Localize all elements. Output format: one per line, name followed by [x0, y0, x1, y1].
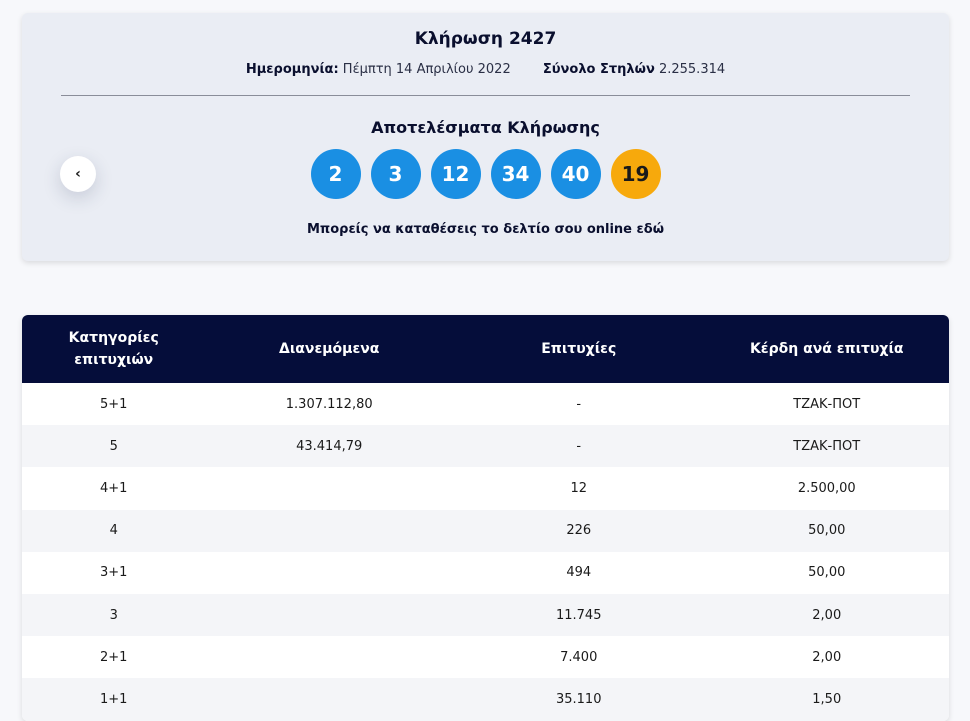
cell-winners: 7.400: [560, 649, 598, 665]
cell-category: 1+1: [100, 691, 128, 707]
cell-distributed: [205, 467, 453, 509]
cell-winners: 11.745: [555, 607, 602, 623]
cell-category: 5+1: [100, 396, 128, 412]
cell-winners: -: [576, 438, 582, 454]
chevron-left-icon: ‹: [75, 166, 81, 182]
number-ball: 12: [430, 149, 481, 199]
date-label: Ημερομηνία:: [245, 62, 339, 77]
columns-value: 2.255.314: [658, 62, 726, 77]
number-ball: 2: [310, 149, 361, 199]
online-note: Μπορείς να καταθέσεις το δελτίο σου onli…: [22, 222, 949, 237]
draw-meta: Ημερομηνία: Πέμπτη 14 Απριλίου 2022 Σύνο…: [22, 62, 949, 77]
cell-winners: 226: [566, 523, 592, 539]
cell-category: 4: [109, 523, 118, 539]
cell-distributed: [205, 678, 453, 720]
cell-distributed: [205, 510, 453, 552]
cell-prize: 2,00: [812, 607, 842, 623]
cell-prize: 50,00: [808, 565, 846, 581]
cell-category: 2+1: [100, 649, 128, 665]
cell-category: 4+1: [100, 480, 128, 496]
header-winners: Επιτυχίες: [541, 341, 617, 357]
cell-winners: 35.110: [555, 691, 602, 707]
cell-prize: 1,50: [812, 691, 842, 707]
cell-distributed: 1.307.112,80: [285, 396, 373, 412]
header-prize: Κέρδη ανά επιτυχία: [749, 341, 904, 357]
cell-category: 5: [109, 438, 118, 454]
draw-card: Κλήρωση 2427 Ημερομηνία: Πέμπτη 14 Απριλ…: [22, 13, 949, 261]
number-ball: 40: [550, 149, 601, 199]
table-row: 4 226 50,00: [22, 509, 949, 552]
joker-ball: 19: [610, 149, 661, 199]
header-distributed: Διανεμόμενα: [279, 341, 380, 357]
cell-winners: 494: [566, 565, 592, 581]
number-ball: 3: [370, 149, 421, 199]
cell-distributed: 43.414,79: [296, 438, 363, 454]
previous-draw-button[interactable]: ‹: [60, 156, 96, 192]
header-category: Κατηγορίες επιτυχιών: [68, 330, 159, 368]
cell-prize: 50,00: [808, 523, 846, 539]
table-row: 5 43.414,79 - ΤΖΑΚ-ΠΟΤ: [22, 425, 949, 468]
cell-distributed: [205, 552, 453, 594]
table-row: 3 11.745 2,00: [22, 593, 949, 637]
cell-distributed: [205, 594, 453, 636]
cell-category: 3+1: [100, 565, 128, 581]
table-row: 3+1 494 50,00: [22, 551, 949, 594]
table-header-row: Κατηγορίες επιτυχιών Διανεμόμενα Επιτυχί…: [22, 315, 949, 383]
cell-prize: 2.500,00: [797, 480, 856, 496]
divider: [61, 95, 910, 96]
cell-prize: ΤΖΑΚ-ΠΟΤ: [793, 396, 861, 412]
table-row: 1+1 35.110 1,50: [22, 678, 949, 721]
table-row: 4+1 12 2.500,00: [22, 467, 949, 510]
cell-prize: 2,00: [812, 649, 842, 665]
online-text: Μπορείς να καταθέσεις το δελτίο σου onli…: [306, 222, 633, 237]
cell-prize: ΤΖΑΚ-ΠΟΤ: [793, 438, 861, 454]
online-link[interactable]: εδώ: [636, 222, 665, 237]
draw-columns: Σύνολο Στηλών 2.255.314: [543, 62, 725, 77]
cell-winners: 12: [570, 480, 587, 496]
number-ball: 34: [490, 149, 541, 199]
draw-date: Ημερομηνία: Πέμπτη 14 Απριλίου 2022: [246, 62, 511, 77]
cell-winners: -: [576, 396, 582, 412]
results-table: Κατηγορίες επιτυχιών Διανεμόμενα Επιτυχί…: [22, 315, 949, 721]
date-value: Πέμπτη 14 Απριλίου 2022: [342, 62, 511, 77]
table-row: 5+1 1.307.112,80 - ΤΖΑΚ-ΠΟΤ: [22, 383, 949, 426]
cell-distributed: [205, 636, 453, 678]
cell-category: 3: [109, 607, 118, 623]
table-row: 2+1 7.400 2,00: [22, 636, 949, 679]
columns-label: Σύνολο Στηλών: [542, 62, 655, 77]
draw-title: Κλήρωση 2427: [414, 29, 557, 49]
results-title: Αποτελέσματα Κλήρωσης: [371, 118, 600, 137]
winning-numbers: 2 3 12 34 40 19: [22, 149, 949, 199]
